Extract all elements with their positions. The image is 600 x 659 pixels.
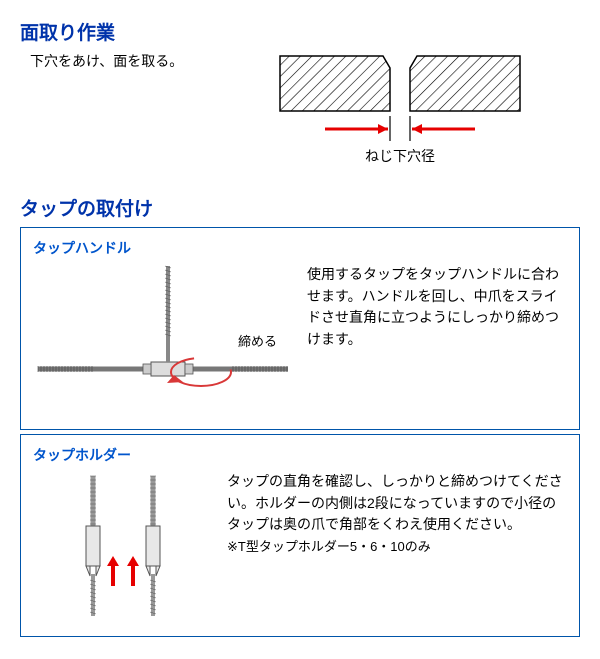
tap-handle-diagram: 締める [33,264,293,419]
section1-subtext: 下穴をあけ、面を取る。 [30,51,183,71]
tap-holder-body: タップの直角を確認し、しっかりと締めつけてください。ホルダーの内側は2段になって… [227,473,563,532]
tap-holder-text: タップの直角を確認し、しっかりと締めつけてください。ホルダーの内側は2段になって… [227,471,567,558]
chamfer-diagram: ねじ下穴径 [260,51,540,176]
section2-title: タップの取付け [20,194,580,221]
tap-holder-diagram [33,471,213,626]
svg-text:締める: 締める [238,334,277,349]
tap-holder-box: タップホルダー タップの直角を確認し、しっかりと締めつけてください。ホルダーの内… [20,434,580,637]
tap-holder-label: タップホルダー [33,445,567,465]
section1-title: 面取り作業 [20,18,580,45]
tap-handle-box: タップハンドル 締める 使用するタップをタップハンドルに合わせます。ハンドルを回… [20,227,580,430]
tap-holder-note: ※T型タップホルダー5・6・10のみ [227,539,431,554]
svg-text:ねじ下穴径: ねじ下穴径 [365,148,435,164]
tap-handle-text: 使用するタップをタップハンドルに合わせます。ハンドルを回し、中爪をスライドさせ直… [307,264,567,351]
tap-handle-label: タップハンドル [33,238,567,258]
